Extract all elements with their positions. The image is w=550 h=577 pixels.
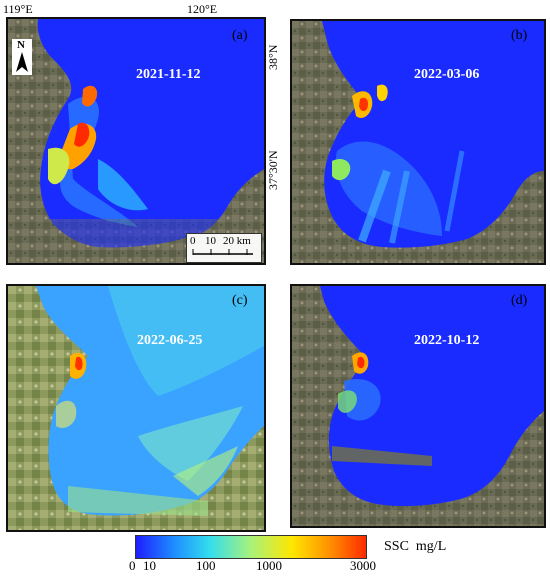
lon-label-119: 119°E xyxy=(3,2,33,16)
colorbar-gradient xyxy=(136,536,366,558)
colorbar-tick-0: 0 xyxy=(129,558,136,573)
colorbar-title: SSC mg/L xyxy=(384,539,447,554)
map-b-image xyxy=(292,21,544,263)
scale-label-10: 10 xyxy=(205,235,216,247)
panel-c-date: 2022-06-25 xyxy=(137,333,203,348)
scale-label-0: 0 xyxy=(190,235,196,247)
scale-label-20km: 20 km xyxy=(223,235,251,247)
colorbar-tick-10: 10 xyxy=(143,558,156,573)
panel-c-label: (c) xyxy=(232,293,248,308)
north-arrow-letter: N xyxy=(17,39,25,51)
map-panel-a: 0 10 20 km N xyxy=(6,17,266,265)
panel-b-label: (b) xyxy=(511,28,528,43)
panel-a-label: (a) xyxy=(232,28,248,43)
scale-bar: 0 10 20 km xyxy=(186,233,262,263)
north-arrow-icon xyxy=(16,52,28,72)
map-panel-d xyxy=(290,284,546,528)
lon-label-120: 120°E xyxy=(187,2,218,16)
lat-label-38n: 38°N xyxy=(266,44,280,70)
colorbar-tick-100: 100 xyxy=(196,558,216,573)
colorbar-tick-1000: 1000 xyxy=(256,558,282,573)
north-arrow: N xyxy=(12,39,32,75)
map-d-image xyxy=(292,286,544,526)
colorbar xyxy=(135,535,367,559)
map-panel-c xyxy=(6,284,266,532)
lat-label-37-30n: 37°30'N xyxy=(266,150,280,190)
panel-d-date: 2022-10-12 xyxy=(414,333,480,348)
map-a-image xyxy=(8,19,264,263)
panel-b-date: 2022-03-06 xyxy=(414,67,480,82)
map-c-image xyxy=(8,286,264,530)
panel-d-label: (d) xyxy=(511,293,528,308)
map-panel-b xyxy=(290,19,546,265)
colorbar-tick-3000: 3000 xyxy=(350,558,376,573)
panel-a-date: 2021-11-12 xyxy=(136,67,201,82)
